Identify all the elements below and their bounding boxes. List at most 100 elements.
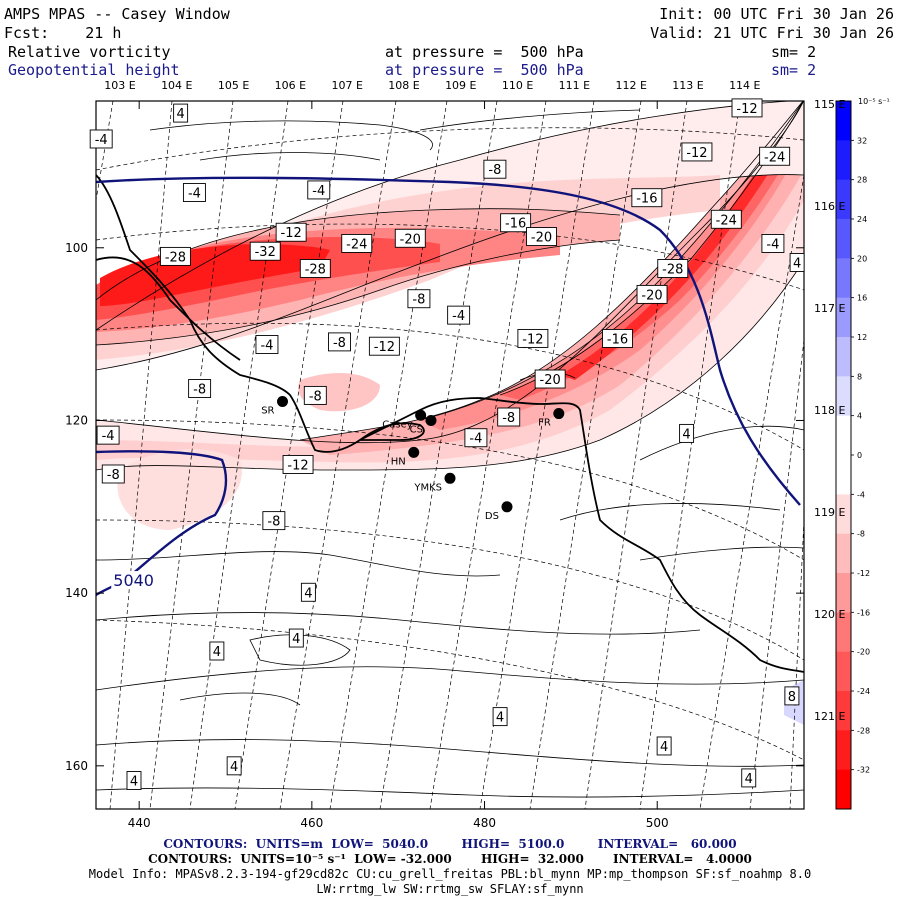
colorbar-label: -16 <box>857 608 870 617</box>
vorticity-label-text: -12 <box>374 340 395 355</box>
station-dot <box>415 409 427 421</box>
vorticity-label-box <box>249 241 281 261</box>
colorbar-label: 32 <box>857 136 867 145</box>
vorticity-band-level-16 <box>420 101 804 430</box>
vorticity-label-box <box>636 284 668 304</box>
colorbar-label: -28 <box>857 726 870 735</box>
vorticity-label-text: -20 <box>531 231 552 246</box>
y-tick-label: 140 <box>65 586 88 600</box>
vorticity-label-box <box>761 234 785 253</box>
vorticity-label-text: -8 <box>412 293 425 308</box>
height-contour-info: CONTOURS: UNITS=m LOW= 5040.0 HIGH= 5100… <box>163 837 737 851</box>
vorticity-label: -4 <box>464 428 488 448</box>
vorticity-label-text: -4 <box>260 338 273 353</box>
vorticity-label-box <box>784 686 800 706</box>
vorticity-label: -12 <box>275 222 307 242</box>
valid-time: Valid: 21 UTC Fri 30 Jan 26 <box>650 24 894 42</box>
vorticity-label-text: -8 <box>488 163 501 178</box>
station-ymks: YMKS <box>413 472 456 493</box>
vorticity-label-box <box>96 425 120 445</box>
y-axis-ticks: 100 120 140 160 <box>65 241 804 773</box>
right-lon-label: 120 E <box>814 608 845 621</box>
vorticity-label-text: -12 <box>686 146 707 161</box>
vorticity-label-text: -4 <box>95 133 108 148</box>
station-label: CS <box>410 424 423 435</box>
vorticity-label-box <box>262 511 286 531</box>
colorbar-swatch <box>836 179 851 220</box>
vorticity-label-text: -4 <box>766 237 779 252</box>
station-dot <box>444 472 456 484</box>
vorticity-label-box <box>328 332 351 352</box>
vorticity-label-box <box>483 159 507 179</box>
vorticity-label-box <box>368 336 400 356</box>
station-casey: Casey <box>382 409 427 430</box>
vorticity-label-text: 4 <box>793 256 801 271</box>
vorticity-label-box <box>255 335 279 354</box>
vorticity-label: -8 <box>483 159 507 179</box>
vorticity-label-text: -4 <box>469 432 482 447</box>
field1-name: Relative vorticity <box>8 43 171 61</box>
vorticity-label-box <box>534 369 566 389</box>
vorticity-label: -8 <box>303 385 327 405</box>
colorbar-swatch <box>836 140 851 181</box>
height-label-text: 5040 <box>113 571 154 590</box>
colorbar-label: 4 <box>857 412 862 421</box>
vorticity-label: -4 <box>96 425 120 445</box>
field1-level: at pressure = 500 hPa <box>385 43 584 61</box>
vorticity-label: -8 <box>188 379 212 398</box>
height-label-bg <box>111 571 164 590</box>
vorticity-label: 4 <box>288 628 304 648</box>
vorticity-label-box <box>173 103 189 123</box>
vorticity-label-box <box>341 234 373 253</box>
vorticity-label-text: -4 <box>312 184 325 199</box>
plot-title: AMPS MPAS -- Casey Window <box>4 5 230 23</box>
colorbar-swatch <box>836 573 851 613</box>
vorticity-label: -4 <box>307 180 331 200</box>
plot-frame <box>95 100 805 810</box>
vorticity-label-box <box>89 129 113 149</box>
vorticity-label-text: -20 <box>400 232 421 247</box>
colorbar-swatch <box>836 494 851 535</box>
vorticity-label-box <box>159 246 191 266</box>
vorticity-label-text: -16 <box>636 192 657 207</box>
colorbar-swatch <box>836 533 851 574</box>
vorticity-label-box <box>500 213 532 233</box>
vorticity-label-box <box>300 582 316 602</box>
station-label: FR <box>538 418 551 429</box>
station-dot <box>276 395 288 407</box>
vorticity-label-box <box>602 328 633 348</box>
station-dot <box>553 408 565 420</box>
vorticity-label-box <box>464 428 488 448</box>
top-lon-label: 103 E <box>104 79 135 92</box>
colorbar-label: 16 <box>857 294 867 303</box>
vorticity-label-text: -4 <box>102 429 115 444</box>
colorbar-label: -8 <box>857 530 865 539</box>
vorticity-label: 4 <box>679 423 695 443</box>
station-ds: DS <box>485 501 513 522</box>
vorticity-label-text: -32 <box>255 245 276 260</box>
top-lon-label: 107 E <box>331 79 362 92</box>
vorticity-label-box <box>188 379 212 398</box>
station-sr: SR <box>261 395 288 416</box>
colorbar-label: 12 <box>857 333 867 342</box>
vorticity-label-text: -24 <box>346 237 367 252</box>
vorticity-label-box <box>631 188 663 208</box>
vorticity-label-text: -24 <box>716 213 737 228</box>
vorticity-label-text: 4 <box>745 772 753 787</box>
vorticity-label-text: -20 <box>641 288 662 303</box>
vorticity-label: -24 <box>710 209 742 229</box>
vorticity-label: -4 <box>447 305 471 325</box>
vorticity-label: -20 <box>636 284 668 304</box>
vorticity-label: -4 <box>761 234 785 253</box>
vorticity-label: 4 <box>656 736 672 756</box>
height-contour-labels: 5040 <box>111 571 164 590</box>
vorticity-label-box <box>517 328 549 348</box>
vorticity-label-box <box>307 180 331 200</box>
vorticity-label-box <box>275 222 307 242</box>
init-time: Init: 00 UTC Fri 30 Jan 26 <box>659 5 894 23</box>
vorticity-label-text: -12 <box>281 226 302 241</box>
vorticity-label-text: -4 <box>188 187 201 202</box>
vorticity-label: -12 <box>368 336 400 356</box>
station-cs: CS <box>410 414 437 435</box>
station-label: YMKS <box>413 482 442 493</box>
